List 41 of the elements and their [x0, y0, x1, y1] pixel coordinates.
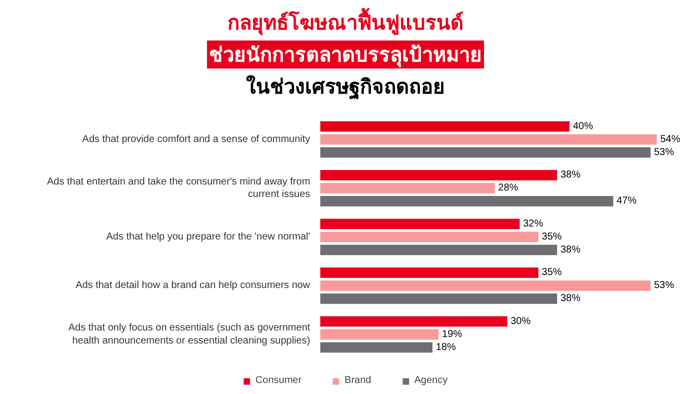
data-label: 30%	[510, 316, 531, 327]
bar	[320, 244, 558, 256]
text: ช่วยนักการตลาดบรรลุเป้าหมาย	[209, 42, 482, 66]
bar	[320, 316, 508, 327]
bar	[320, 342, 432, 353]
data-label: 19%	[442, 328, 462, 340]
bar	[320, 218, 520, 230]
y-tick-label: Ads that help you prepare for the 'new normal'	[106, 231, 310, 242]
bar	[320, 280, 651, 291]
legend-label: Brand	[344, 375, 372, 386]
data-label: 47%	[616, 196, 637, 207]
bar	[320, 232, 538, 242]
bar	[320, 196, 614, 206]
data-label: 38%	[560, 170, 581, 181]
text: ในช่วงเศรษฐกิจถดถอย	[246, 74, 445, 98]
bar	[320, 170, 558, 180]
bar	[320, 147, 651, 158]
bar	[320, 267, 538, 278]
data-label: 18%	[436, 342, 456, 353]
legend-label: Consumer	[255, 375, 302, 386]
legend-label: Agency	[414, 375, 448, 386]
data-label: 53%	[654, 280, 674, 292]
data-label: 32%	[523, 218, 544, 230]
bar	[320, 121, 570, 132]
data-label: 38%	[560, 244, 581, 256]
y-tick-label: Ads that only focus on essentials (such as government health announcements or essential cleaning supplies)	[68, 322, 310, 346]
data-label: 53%	[654, 146, 674, 158]
bar	[320, 182, 495, 194]
data-label: 40%	[572, 120, 594, 132]
chart-title: กลยุทธ์โฆษณาฟื้นฟูแบรนด์	[228, 8, 464, 36]
data-label: 54%	[660, 134, 680, 145]
data-label: 38%	[560, 293, 581, 304]
bar	[320, 293, 558, 304]
bar	[320, 134, 657, 145]
y-tick-label: Ads that detail how a brand can help consumers now	[76, 280, 311, 292]
y-tick-label: Ads that entertain and take the consumer's mind away from current issues	[47, 176, 310, 200]
data-label: 28%	[498, 182, 518, 194]
data-label: 35%	[542, 231, 562, 242]
data-label: 35%	[542, 267, 562, 278]
y-tick-label: Ads that provide comfort and a sense of community	[82, 134, 310, 145]
bar	[320, 329, 439, 340]
